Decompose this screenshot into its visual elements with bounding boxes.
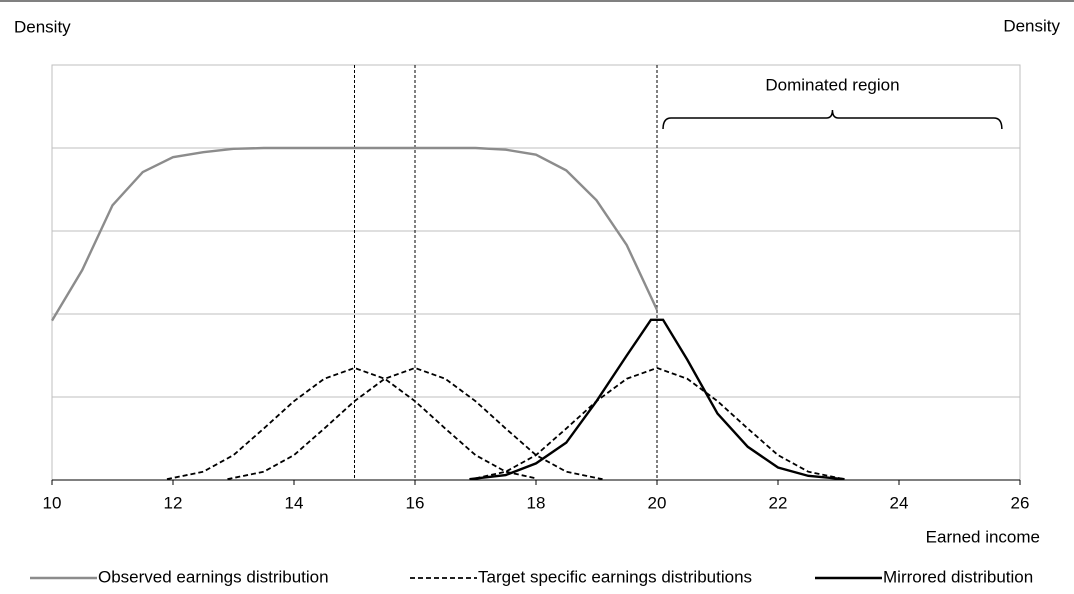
x-tick-label: 12	[164, 493, 183, 512]
legend-label: Mirrored distribution	[883, 567, 1033, 586]
x-tick-label: 10	[43, 493, 62, 512]
x-tick-label: 20	[648, 493, 667, 512]
x-tick-label: 16	[406, 493, 425, 512]
y2-axis-label: Density	[1003, 16, 1060, 35]
series-line	[166, 366, 537, 481]
annotation-text: Dominated region	[765, 75, 899, 94]
y-axis-label: Density	[14, 17, 71, 36]
legend-label: Target specific earnings distributions	[478, 567, 752, 586]
series-line	[475, 366, 845, 481]
x-tick-label: 26	[1011, 493, 1030, 512]
x-tick-label: 24	[890, 493, 909, 512]
x-tick-label: 22	[769, 493, 788, 512]
legend-label: Observed earnings distribution	[98, 567, 329, 586]
series-line	[50, 146, 659, 322]
annotation-bracket	[662, 109, 1003, 130]
series-line	[469, 318, 845, 481]
x-tick-label: 14	[285, 493, 304, 512]
x-axis-label: Earned income	[926, 527, 1040, 546]
plot-area	[51, 64, 1021, 481]
x-tick-label: 18	[527, 493, 546, 512]
